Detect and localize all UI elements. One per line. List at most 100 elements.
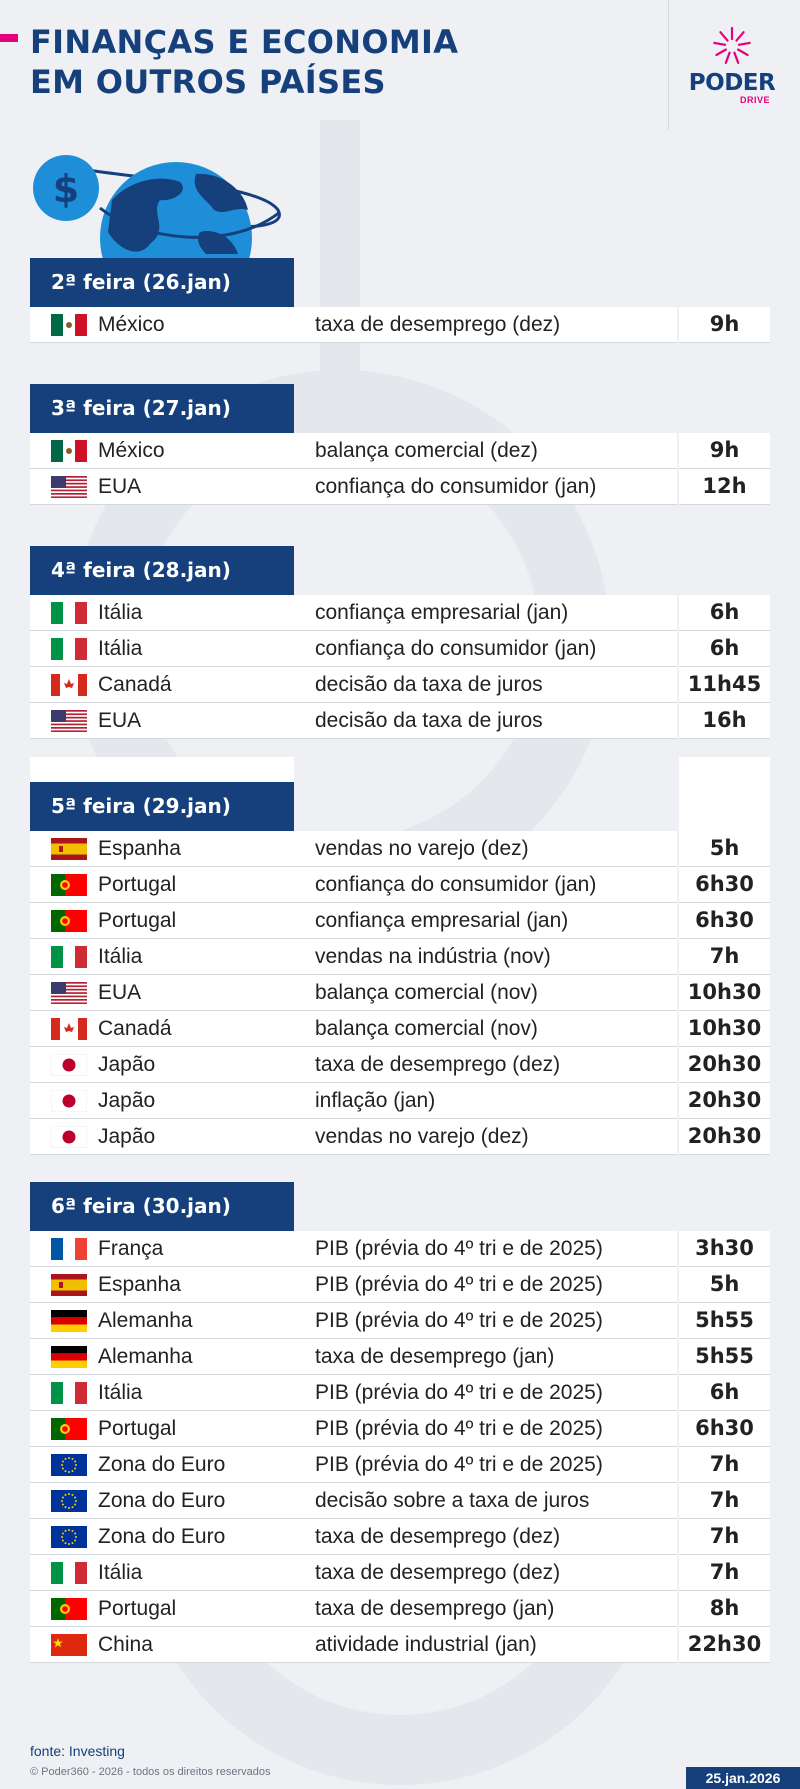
event-time: 9h bbox=[709, 438, 740, 462]
event-time: 20h30 bbox=[687, 1052, 762, 1076]
day-header: 2ª feira (26.jan) bbox=[30, 258, 294, 307]
event-time: 7h bbox=[709, 944, 740, 968]
column-divider bbox=[677, 1483, 679, 1519]
table-row: Portugal confiança empresarial (jan) 6h30 bbox=[30, 903, 770, 939]
event-time: 22h30 bbox=[687, 1632, 762, 1656]
table-row: EUA balança comercial (nov) 10h30 bbox=[30, 975, 770, 1011]
table-row: México balança comercial (dez) 9h bbox=[30, 433, 770, 469]
eu-flag-icon bbox=[51, 1526, 87, 1548]
event-time: 10h30 bbox=[687, 1016, 762, 1040]
canada-flag-icon bbox=[51, 1018, 87, 1040]
table-row: Espanha vendas no varejo (dez) 5h bbox=[30, 831, 770, 867]
column-divider bbox=[677, 595, 679, 631]
events-table: França PIB (prévia do 4º tri e de 2025) 3h… bbox=[30, 1231, 770, 1663]
event-time: 12h bbox=[702, 474, 747, 498]
event-time: 6h bbox=[709, 1380, 740, 1404]
column-divider bbox=[677, 469, 679, 505]
italy-flag-icon bbox=[51, 1562, 87, 1584]
event-description: confiança empresarial (jan) bbox=[315, 909, 569, 932]
country-name: EUA bbox=[98, 475, 142, 498]
portugal-flag-icon bbox=[51, 1418, 87, 1440]
page-title: FINANÇAS E ECONOMIA EM OUTROS PAÍSES bbox=[30, 22, 458, 102]
usa-flag-icon bbox=[51, 982, 87, 1004]
event-description: decisão da taxa de juros bbox=[315, 709, 543, 732]
china-flag-icon bbox=[51, 1634, 87, 1656]
country-name: EUA bbox=[98, 709, 142, 732]
event-time: 5h55 bbox=[695, 1344, 754, 1368]
column-divider bbox=[677, 667, 679, 703]
country-name: Portugal bbox=[98, 1417, 177, 1440]
poder-drive-logo: PODER DRIVE bbox=[682, 26, 782, 105]
day-section: 4ª feira (28.jan) Itália confiança empresa… bbox=[30, 546, 770, 739]
column-divider bbox=[677, 631, 679, 667]
event-description: confiança do consumidor (jan) bbox=[315, 637, 597, 660]
events-table: México balança comercial (dez) 9h EUA confia… bbox=[30, 433, 770, 505]
event-description: taxa de desemprego (dez) bbox=[315, 1525, 561, 1548]
japan-flag-icon bbox=[51, 1126, 87, 1148]
event-time: 6h30 bbox=[695, 908, 754, 932]
country-name: Itália bbox=[98, 1561, 143, 1584]
event-description: balança comercial (dez) bbox=[315, 439, 538, 462]
event-description: PIB (prévia do 4º tri e de 2025) bbox=[315, 1381, 603, 1404]
column-divider bbox=[677, 1447, 679, 1483]
table-row: Japão vendas no varejo (dez) 20h30 bbox=[30, 1119, 770, 1155]
event-time: 5h bbox=[709, 1272, 740, 1296]
table-row: Portugal confiança do consumidor (jan) 6h3… bbox=[30, 867, 770, 903]
event-description: vendas no varejo (dez) bbox=[315, 837, 529, 860]
source-note: fonte: Investing bbox=[30, 1743, 125, 1759]
accent-bar bbox=[0, 34, 18, 42]
event-description: taxa de desemprego (dez) bbox=[315, 313, 561, 336]
country-name: Itália bbox=[98, 945, 143, 968]
country-name: Itália bbox=[98, 601, 143, 624]
event-description: balança comercial (nov) bbox=[315, 981, 538, 1004]
event-description: vendas na indústria (nov) bbox=[315, 945, 551, 968]
country-name: Zona do Euro bbox=[98, 1453, 226, 1476]
mexico-flag-icon bbox=[51, 440, 87, 462]
table-row: China atividade industrial (jan) 22h30 bbox=[30, 1627, 770, 1663]
japan-flag-icon bbox=[51, 1090, 87, 1112]
events-table: Espanha vendas no varejo (dez) 5h Portugal c… bbox=[30, 831, 770, 1155]
country-name: Zona do Euro bbox=[98, 1489, 226, 1512]
eu-flag-icon bbox=[51, 1490, 87, 1512]
event-description: PIB (prévia do 4º tri e de 2025) bbox=[315, 1417, 603, 1440]
table-row: Itália confiança do consumidor (jan) 6h bbox=[30, 631, 770, 667]
column-divider bbox=[677, 1231, 679, 1267]
day-header: 5ª feira (29.jan) bbox=[30, 782, 294, 831]
event-time: 6h bbox=[709, 636, 740, 660]
mexico-flag-icon bbox=[51, 314, 87, 336]
table-row: Alemanha taxa de desemprego (jan) 5h55 bbox=[30, 1339, 770, 1375]
country-name: Espanha bbox=[98, 837, 181, 860]
country-name: Canadá bbox=[98, 1017, 172, 1040]
country-name: Itália bbox=[98, 637, 143, 660]
table-row: Portugal taxa de desemprego (jan) 8h bbox=[30, 1591, 770, 1627]
table-row: Canadá balança comercial (nov) 10h30 bbox=[30, 1011, 770, 1047]
table-row: Itália taxa de desemprego (dez) 7h bbox=[30, 1555, 770, 1591]
event-time: 7h bbox=[709, 1488, 740, 1512]
spain-flag-icon bbox=[51, 1274, 87, 1296]
usa-flag-icon bbox=[51, 710, 87, 732]
country-name: Espanha bbox=[98, 1273, 181, 1296]
table-row: Espanha PIB (prévia do 4º tri e de 2025) 5… bbox=[30, 1267, 770, 1303]
spain-flag-icon bbox=[51, 838, 87, 860]
event-time: 6h30 bbox=[695, 1416, 754, 1440]
day-header: 4ª feira (28.jan) bbox=[30, 546, 294, 595]
country-name: Zona do Euro bbox=[98, 1525, 226, 1548]
event-description: decisão sobre a taxa de juros bbox=[315, 1489, 590, 1512]
event-time: 16h bbox=[702, 708, 747, 732]
japan-flag-icon bbox=[51, 1054, 87, 1076]
italy-flag-icon bbox=[51, 638, 87, 660]
table-row: México taxa de desemprego (dez) 9h bbox=[30, 307, 770, 343]
country-name: Japão bbox=[98, 1089, 156, 1112]
event-time: 3h30 bbox=[695, 1236, 754, 1260]
country-name: Portugal bbox=[98, 1597, 177, 1620]
day-section: 2ª feira (26.jan) México taxa de desempreg… bbox=[30, 258, 770, 343]
event-description: taxa de desemprego (dez) bbox=[315, 1561, 561, 1584]
day-header: 6ª feira (30.jan) bbox=[30, 1182, 294, 1231]
table-row: Japão inflação (jan) 20h30 bbox=[30, 1083, 770, 1119]
event-time: 5h bbox=[709, 836, 740, 860]
column-divider bbox=[677, 1011, 679, 1047]
column-divider bbox=[677, 975, 679, 1011]
event-description: vendas no varejo (dez) bbox=[315, 1125, 529, 1148]
table-row: EUA confiança do consumidor (jan) 12h bbox=[30, 469, 770, 505]
country-name: Itália bbox=[98, 1381, 143, 1404]
